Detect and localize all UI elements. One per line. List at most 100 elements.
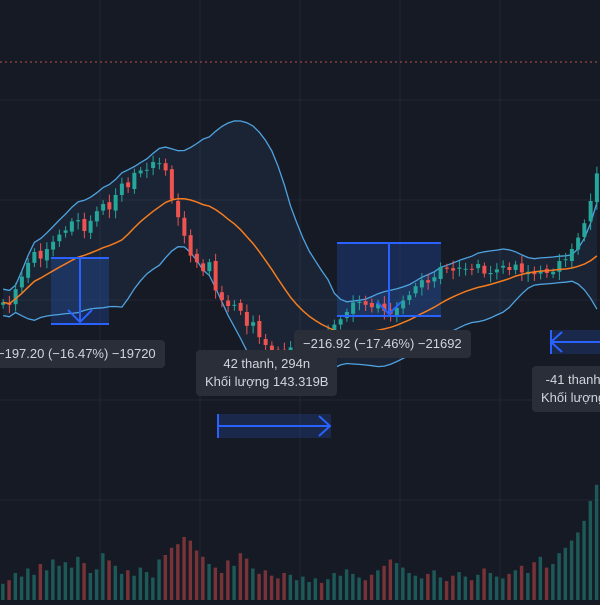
candle-body [188, 235, 193, 256]
candle-body [401, 300, 406, 309]
volume-bar [213, 567, 218, 600]
volume-bar [194, 550, 199, 600]
volume-bar [344, 569, 349, 600]
candle-body [101, 204, 106, 211]
candle-body [444, 267, 449, 269]
volume-bar [126, 570, 130, 600]
candle-body [238, 303, 243, 311]
candle-body [213, 261, 218, 291]
volume-bar [163, 555, 168, 600]
measure-label-3-line2: Khối lượng 143.319B [205, 374, 329, 389]
volume-bar [551, 564, 555, 600]
bollinger-band-fill [3, 120, 597, 392]
candle-body [151, 162, 156, 168]
candle-body [226, 300, 231, 306]
volume-bar [151, 577, 155, 600]
volume-bar [501, 578, 505, 600]
candle-body [557, 261, 562, 272]
candle-body [482, 265, 487, 274]
volume-bar [594, 484, 599, 600]
candle-body [338, 319, 343, 325]
candle-body [519, 263, 524, 273]
volume-bar [394, 563, 399, 600]
volume-bar [32, 574, 36, 600]
volume-bar [444, 581, 449, 600]
volume-bar [588, 501, 593, 600]
volume-bar [519, 565, 524, 600]
candle-body [194, 253, 199, 263]
measure-2-arrow-head [376, 301, 402, 316]
volume-bar [563, 547, 568, 600]
measure-label-3: 42 thanh, 294n Khối lượng 143.319B [196, 350, 338, 396]
volume-bar [432, 570, 436, 600]
measure-label-2-text: −216.92 (−17.46%) −21692 [303, 336, 462, 351]
volume-bar [269, 575, 274, 600]
measure-label-4-line1: -41 thanh [545, 372, 600, 387]
volume-bar [169, 547, 174, 600]
candle-body [32, 252, 37, 263]
volume-bar [382, 565, 386, 600]
volume-bar [482, 568, 486, 600]
volume-bar [301, 576, 305, 600]
candle-body [407, 295, 412, 300]
candle-body [488, 273, 493, 275]
volume-bar [176, 544, 180, 600]
volume-bar [307, 582, 311, 600]
candle-body [119, 183, 124, 195]
candle-body [382, 303, 387, 311]
volume-bar [88, 573, 93, 600]
volume-bar [426, 573, 430, 600]
candle-body [26, 262, 31, 278]
volume-bar [288, 574, 293, 600]
volume-bar [582, 520, 586, 600]
volume-bars [1, 484, 599, 600]
volume-bar [363, 580, 368, 600]
volume-bar [319, 582, 324, 600]
volume-bar [19, 576, 24, 600]
volume-bar [182, 537, 186, 600]
candle-body [463, 268, 468, 270]
measure-1-arrow-head [67, 309, 93, 324]
candle-body [57, 234, 62, 242]
volume-bar [413, 575, 418, 600]
volume-bar [132, 575, 136, 600]
volume-bar [276, 578, 280, 600]
volume-bar [207, 564, 211, 600]
volume-bar [338, 575, 343, 600]
candle-body [413, 286, 418, 294]
volume-bar [557, 553, 561, 600]
volume-bar [419, 578, 424, 600]
candle-body [1, 302, 6, 305]
candle-body [69, 221, 74, 232]
volume-bar [119, 573, 124, 600]
candle-body [82, 219, 87, 231]
volume-bar [513, 570, 518, 600]
candle-body [507, 267, 512, 270]
candle-body [38, 250, 43, 259]
candle-body [419, 280, 424, 288]
volume-bar [388, 559, 393, 600]
volume-bar [263, 570, 268, 600]
volume-bar [282, 573, 286, 600]
volume-bar [238, 553, 243, 600]
volume-bar [351, 573, 355, 600]
candle-body [219, 292, 224, 300]
volume-bar [63, 562, 68, 600]
volume-bar [1, 583, 5, 600]
volume-bar [457, 572, 461, 600]
volume-bar [51, 559, 55, 600]
volume-bar [294, 580, 299, 600]
candle-body [176, 201, 181, 218]
volume-bar [469, 580, 474, 600]
candle-body [251, 322, 256, 326]
volume-bar [369, 574, 374, 600]
volume-bar [544, 567, 549, 600]
candle-body [376, 303, 381, 309]
candle-body [138, 170, 143, 174]
measure-label-4-line2: Khối lượng [541, 390, 600, 405]
volume-bar [251, 568, 255, 600]
candle-body [163, 163, 168, 171]
